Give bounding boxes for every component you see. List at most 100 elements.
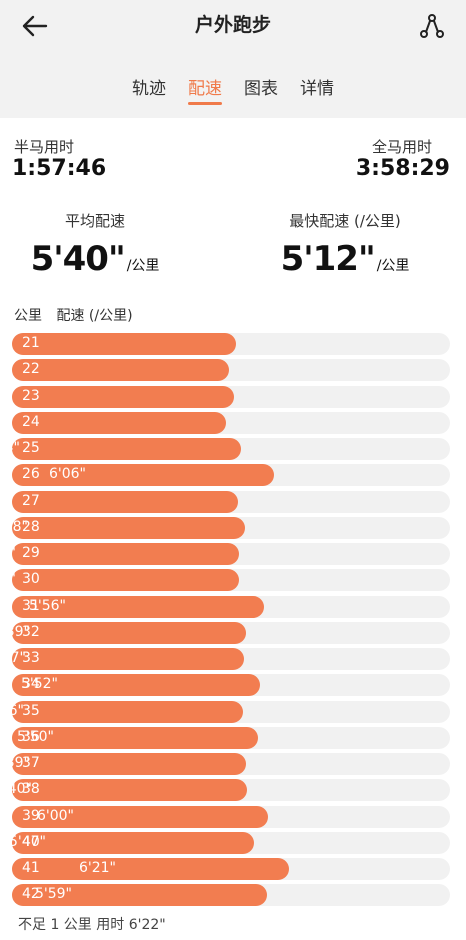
fastest-pace-unit: /公里 <box>376 258 410 274</box>
average-pace-unit: /公里 <box>126 258 160 274</box>
pace-value: 5'34" <box>0 440 20 456</box>
pace-value: 5'40" <box>0 781 32 798</box>
pace-row: 285'38" <box>0 516 450 539</box>
pace-bar: 245'19" <box>12 411 226 434</box>
pace-bar: 21 5'29" <box>0 333 236 355</box>
pace-row: 375'39" <box>0 753 450 775</box>
pace-bar: 41 6'21" <box>12 858 289 880</box>
pace-row: 26 6'06" <box>12 464 450 487</box>
fastest-pace: 最快配速 (/公里) 5'12"/公里 <box>270 210 420 279</box>
km-label: 38 <box>22 781 40 798</box>
pace-row: 27 5'31" <box>0 490 450 513</box>
pace-row: 31 5'56" <box>12 595 450 618</box>
pace-table-header: 公里 配速 (/公里) <box>14 305 143 325</box>
km-label: 35 <box>22 702 40 719</box>
tab-chart[interactable]: 图表 <box>244 79 278 99</box>
pace-value: 6'06" <box>48 466 86 483</box>
tab-details[interactable]: 详情 <box>300 79 334 99</box>
pace-value: 5'31" <box>0 492 14 509</box>
pace-value: 5'32" <box>0 571 16 588</box>
pace-row: 29 5'32" <box>0 543 450 565</box>
pace-bar: 42 5'59" <box>12 884 267 907</box>
pace-row: 255'34" <box>0 438 450 460</box>
pace-value: 5'56" <box>28 597 66 614</box>
km-label: 30 <box>22 571 40 588</box>
pace-value: 5'39" <box>0 623 30 640</box>
km-label: 36 <box>22 728 40 745</box>
pace-value: 6'21" <box>78 860 116 876</box>
km-label: 32 <box>22 623 40 640</box>
km-label: 39 <box>22 807 40 824</box>
pace-bar: 375'39" <box>0 753 246 775</box>
pace-value: 5'32" <box>0 545 16 561</box>
pace-bar: 285'38" <box>0 516 245 539</box>
pace-bar: 23 5'27" <box>0 385 234 408</box>
pace-row: 335'37" <box>0 648 450 670</box>
pace-value: 5'47" <box>8 833 46 850</box>
route-button[interactable] <box>412 8 452 44</box>
pace-value: 5'50" <box>16 728 54 745</box>
km-label: 37 <box>22 755 40 771</box>
arrow-left-icon <box>22 15 48 37</box>
average-pace-value: 5'40" <box>30 239 126 279</box>
full-marathon-time: 3:58:29 <box>355 156 450 181</box>
full-marathon-label: 全马用时 <box>371 138 432 156</box>
pace-row: 23 5'27" <box>0 385 450 408</box>
remainder-note: 不足 1 公里 用时 6'22" <box>18 917 166 933</box>
pace-value: 5'27" <box>0 387 6 404</box>
tab-track[interactable]: 轨迹 <box>132 79 166 99</box>
pace-row: 30 5'32" <box>0 569 450 592</box>
pace-bar: 31 5'56" <box>12 595 264 618</box>
top-header: 户外跑步 轨迹 配速 图表 详情 <box>0 0 466 118</box>
pace-row: 21 5'29" <box>0 333 450 355</box>
tab-bar: 轨迹 配速 图表 详情 <box>0 74 466 105</box>
km-label: 33 <box>22 650 40 666</box>
km-label: 41 <box>22 860 40 876</box>
pace-value: 5'52" <box>20 676 58 693</box>
page-title: 户外跑步 <box>194 14 271 36</box>
pace-row: 245'19" <box>12 411 450 434</box>
km-label: 25 <box>22 440 40 456</box>
pace-bar: 355'36" <box>0 700 243 723</box>
column-pace-label: 配速 (/公里) <box>56 308 133 324</box>
pace-value: 5'37" <box>0 650 26 666</box>
km-label: 29 <box>22 545 40 561</box>
pace-value: 5'59" <box>34 886 72 903</box>
pace-value: 5'38" <box>0 518 28 535</box>
pace-row: 42 5'59" <box>12 884 450 907</box>
km-label: 27 <box>22 492 40 509</box>
km-label: 24 <box>22 413 40 430</box>
pace-row: 385'40" <box>0 779 450 802</box>
pace-row: 355'36" <box>0 700 450 723</box>
fastest-pace-value: 5'12" <box>280 239 376 279</box>
pace-value: 5'36" <box>0 702 24 719</box>
pace-bar: 27 5'31" <box>0 490 238 513</box>
pace-row: 225'22" <box>12 359 450 382</box>
pace-row: 325'39" <box>0 621 450 644</box>
back-button[interactable] <box>14 8 54 44</box>
pace-bar: 26 6'06" <box>12 464 274 487</box>
pace-row: 34 5'52" <box>12 674 450 697</box>
pace-value: 5'29" <box>0 335 10 351</box>
pace-bar: 325'39" <box>0 621 246 644</box>
pace-bar: 255'34" <box>0 438 241 460</box>
km-label: 26 <box>22 466 40 483</box>
km-label: 40 <box>22 833 40 850</box>
half-marathon-time: 1:57:46 <box>12 156 107 181</box>
pace-row: 39 6'00" <box>12 805 450 828</box>
km-label: 22 <box>22 361 40 378</box>
fastest-pace-label: 最快配速 (/公里) <box>289 212 401 230</box>
half-marathon-label: 半马用时 <box>14 138 75 156</box>
pace-list: 215'29"225'22"235'27"245'19"255'34"266'0… <box>0 333 450 911</box>
tab-pace[interactable]: 配速 <box>188 74 222 105</box>
pace-bar: 335'37" <box>0 648 244 670</box>
pace-value: 5'39" <box>0 755 30 771</box>
pace-bar: 40 5'47" <box>8 831 254 854</box>
pace-bar: 39 6'00" <box>12 805 268 828</box>
pace-row: 40 5'47" <box>8 831 450 854</box>
pace-bar: 30 5'32" <box>0 569 239 592</box>
pace-bar: 34 5'52" <box>12 674 260 697</box>
pace-row: 36 5'50" <box>12 726 450 749</box>
km-label: 34 <box>22 676 40 693</box>
km-label: 23 <box>22 387 40 404</box>
